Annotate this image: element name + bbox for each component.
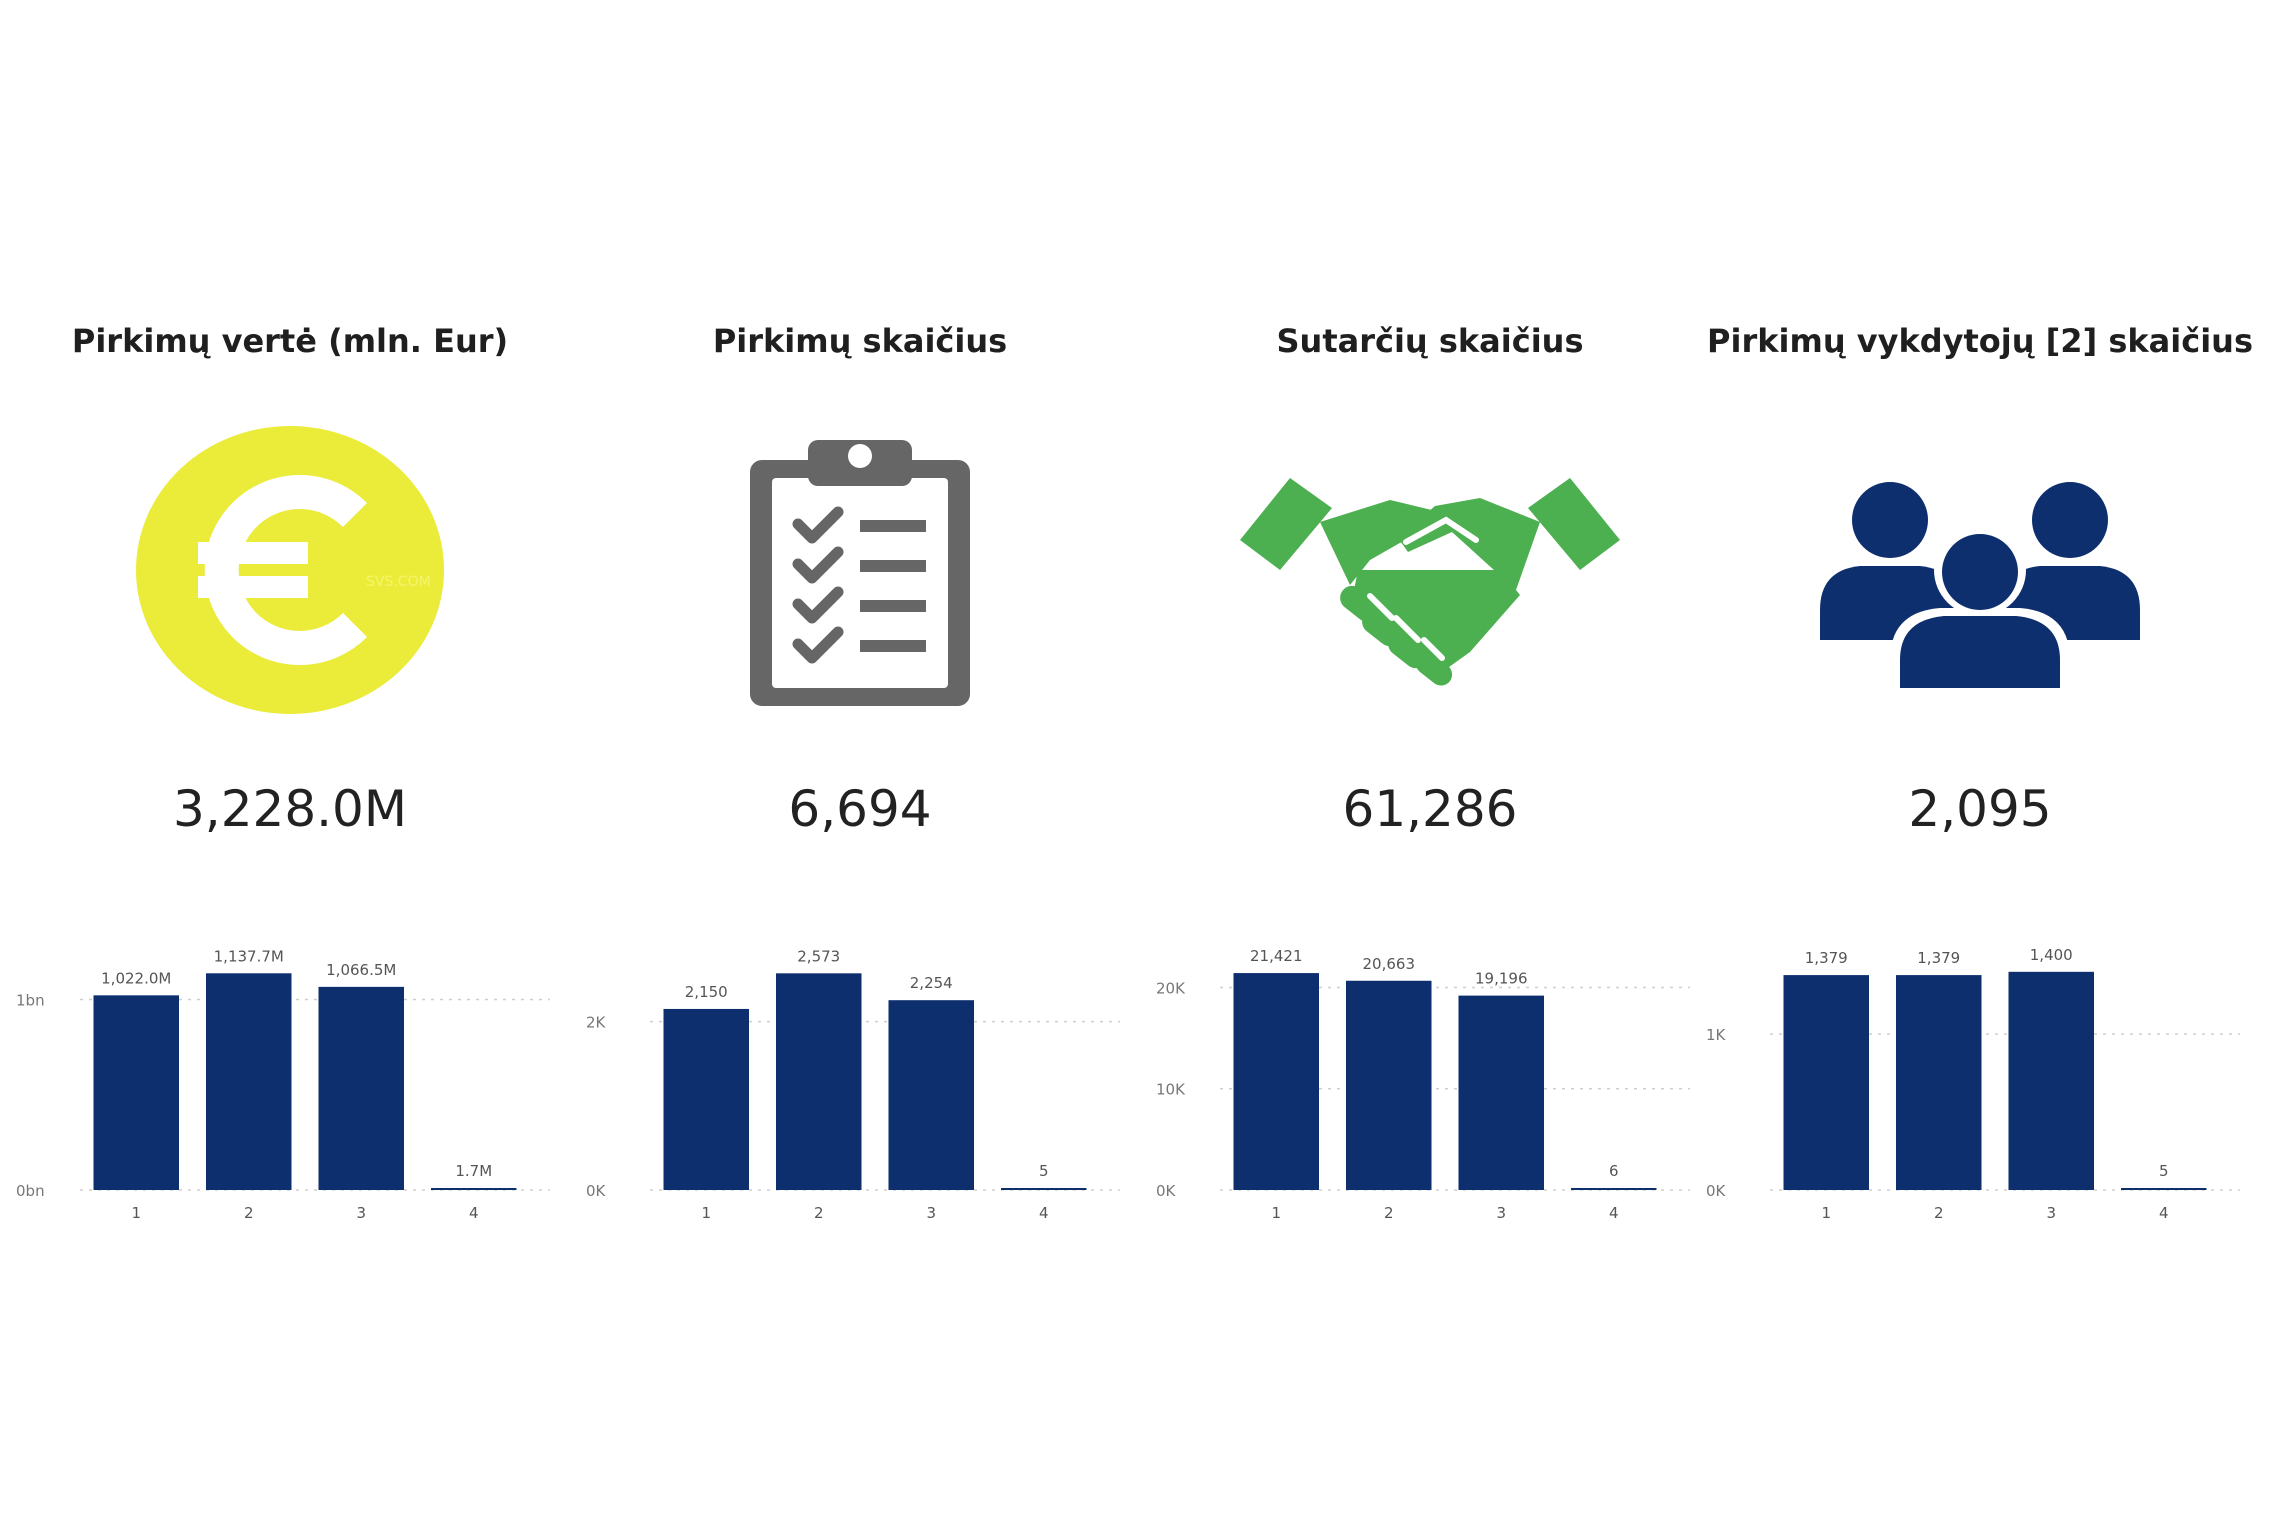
bar (431, 1188, 517, 1190)
bar (888, 1000, 974, 1190)
x-tick-label: 2 (1384, 1204, 1394, 1222)
kpi-value: 2,095 (1908, 780, 2052, 838)
x-tick-label: 2 (1934, 1204, 1944, 1222)
bar (1783, 975, 1869, 1190)
kpi-title: Sutarčių skaičius (1276, 322, 1584, 360)
bar (1346, 980, 1432, 1190)
y-tick-label: 0K (1156, 1182, 1177, 1200)
data-label: 2,150 (685, 983, 728, 1001)
euro-coin-icon: SVS.COM (10, 420, 570, 720)
bar (663, 1008, 749, 1190)
y-tick-label: 1K (1706, 1026, 1727, 1044)
x-tick-label: 2 (814, 1204, 824, 1222)
kpi-panel-value: Pirkimų vertė (mln. Eur) SVS.COM 3,228.0… (10, 0, 570, 1520)
x-tick-label: 4 (469, 1204, 479, 1222)
data-label: 20,663 (1363, 955, 1416, 973)
data-label: 21,421 (1250, 947, 1303, 965)
data-label: 6 (1609, 1162, 1619, 1180)
bar (1001, 1188, 1087, 1190)
x-tick-label: 1 (1821, 1204, 1831, 1222)
kpi-value: 6,694 (788, 780, 932, 838)
y-tick-label: 2K (586, 1014, 607, 1032)
data-label: 1,022.0M (101, 969, 171, 987)
bar (318, 986, 404, 1190)
kpi-panel-procurements: Pirkimų skaičius 6,694 0K 2K 2,150 1 2,573 2 2… (580, 0, 1140, 1520)
data-label: 5 (2159, 1162, 2169, 1180)
x-tick-label: 3 (1496, 1204, 1506, 1222)
bar (2008, 971, 2094, 1190)
data-label: 1.7M (455, 1162, 492, 1180)
kpi-panel-authorities: Pirkimų vykdytojų [2] skaičius 2,095 0K 1… (1700, 0, 2260, 1520)
x-tick-label: 3 (356, 1204, 366, 1222)
bar (93, 995, 179, 1190)
handshake-icon (1150, 420, 1710, 720)
x-tick-label: 2 (244, 1204, 254, 1222)
x-tick-label: 1 (1271, 1204, 1281, 1222)
bar-chart-contracts: 0K 10K 20K 21,421 1 20,663 2 19,196 3 6 4 (1156, 947, 1690, 1222)
people-group-icon (1700, 420, 2260, 720)
clipboard-checklist-icon (580, 420, 1140, 720)
data-label: 2,573 (797, 947, 840, 965)
x-tick-label: 1 (701, 1204, 711, 1222)
x-tick-label: 1 (131, 1204, 141, 1222)
kpi-title: Pirkimų vykdytojų [2] skaičius (1707, 322, 2253, 360)
x-tick-label: 4 (1039, 1204, 1049, 1222)
y-tick-label: 1bn (16, 992, 45, 1010)
bar (206, 973, 292, 1190)
data-label: 1,379 (1805, 949, 1848, 967)
x-tick-label: 4 (1609, 1204, 1619, 1222)
bar (1571, 1188, 1657, 1190)
data-label: 19,196 (1475, 970, 1528, 988)
kpi-panel-contracts: Sutarčių skaičius 61,286 0K 10K 20K 2 1 (1150, 0, 1710, 1520)
y-tick-label: 0K (586, 1182, 607, 1200)
data-label: 1,379 (1917, 949, 1960, 967)
x-tick-label: 4 (2159, 1204, 2169, 1222)
bar (1458, 995, 1544, 1190)
kpi-value: 61,286 (1342, 780, 1518, 838)
data-label: 1,066.5M (326, 961, 396, 979)
bar (1896, 975, 1982, 1190)
bar (2121, 1188, 2207, 1190)
x-tick-label: 3 (926, 1204, 936, 1222)
euro-coin-watermark: SVS.COM (366, 574, 431, 590)
y-tick-label: 0bn (16, 1182, 45, 1200)
kpi-title: Pirkimų skaičius (712, 322, 1008, 360)
y-tick-label: 20K (1156, 979, 1186, 997)
data-label: 2,254 (910, 974, 953, 992)
data-label: 1,137.7M (214, 947, 284, 965)
kpi-title: Pirkimų vertė (mln. Eur) (71, 322, 509, 360)
kpi-value: 3,228.0M (173, 780, 407, 838)
data-label: 5 (1039, 1162, 1049, 1180)
data-label: 1,400 (2030, 946, 2073, 964)
bar (1233, 973, 1319, 1190)
bar (776, 973, 862, 1190)
y-tick-label: 10K (1156, 1081, 1186, 1099)
y-tick-label: 0K (1706, 1182, 1727, 1200)
bar-chart-procurements: 0K 2K 2,150 1 2,573 2 2,254 3 5 4 (586, 947, 1120, 1222)
x-tick-label: 3 (2046, 1204, 2056, 1222)
bar-chart-authorities: 0K 1K 1,379 1 1,379 2 1,400 3 5 4 (1706, 946, 2240, 1222)
bar-chart-value: 0bn 1bn 1,022.0M 1 1,137.7M 2 1,066.5M 3 1.7M 4 (16, 947, 550, 1222)
